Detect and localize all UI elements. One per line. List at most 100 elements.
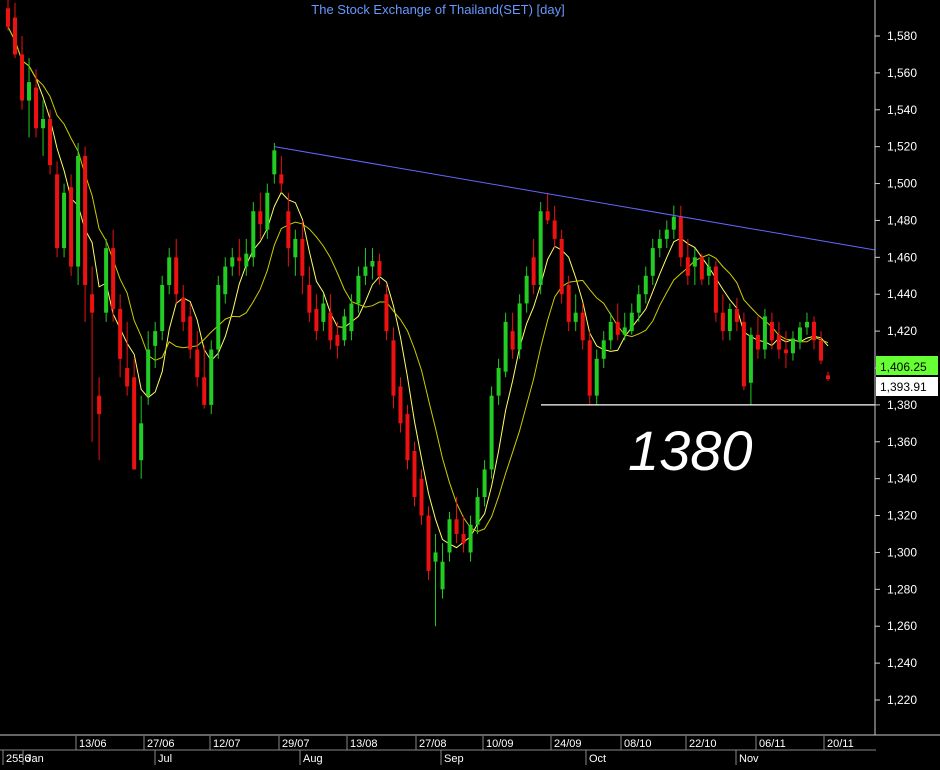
price-tick-label: 1,220 [887, 693, 917, 707]
candle-body [706, 266, 711, 276]
candle-body [160, 285, 165, 332]
date-tick-label: 13/06 [79, 738, 107, 750]
candle-body [573, 312, 578, 322]
candle-body [776, 334, 781, 350]
candle-body [223, 266, 228, 295]
price-tick-label: 1,360 [887, 435, 917, 449]
time-axis: 13/06 27/06 12/07 29/07 13/08 27/08 10/09 24/09… [2, 736, 854, 765]
candle-body [447, 519, 452, 553]
candle-body [55, 174, 60, 249]
candle-body [62, 192, 67, 249]
candle-body [622, 327, 627, 335]
ma-price-label: 1,393.91 [880, 380, 927, 394]
month-tick-label: Aug [303, 753, 323, 765]
candle-body [503, 321, 508, 372]
date-tick-label: 22/10 [689, 738, 717, 750]
candle-body [90, 294, 95, 313]
candle-body [391, 340, 396, 396]
candle-body [125, 368, 130, 387]
candle-body [132, 377, 137, 470]
candle-body [41, 119, 46, 129]
candle-body [608, 321, 613, 341]
candle-body [293, 238, 298, 258]
candle-body [251, 211, 256, 258]
candle-body [139, 423, 144, 461]
overlay-layer [274, 146, 876, 406]
candle-body [118, 308, 123, 359]
price-tick-label: 1,340 [887, 472, 917, 486]
candle-body [265, 192, 270, 230]
candle-body [370, 261, 375, 267]
candle-body [671, 216, 676, 230]
candle-body [657, 238, 662, 249]
candle-body [335, 334, 340, 346]
candle-body [349, 303, 354, 332]
candle-body [587, 340, 592, 396]
resistance-trendline [274, 146, 876, 251]
candle-body [6, 8, 10, 27]
candle-body [244, 253, 249, 267]
candle-body [510, 331, 515, 350]
candle-body [804, 321, 809, 328]
price-axis: 1,220 1,240 1,260 1,280 1,300 1,320 1,340 1,360… [875, 29, 917, 707]
candle-body [496, 368, 501, 396]
chart-title: The Stock Exchange of Thailand(SET) [day… [311, 2, 564, 17]
candle-body [20, 54, 25, 101]
candle-body [475, 497, 480, 525]
candle-body [111, 248, 116, 309]
candle-body [34, 87, 39, 129]
candle-body [307, 285, 312, 313]
candle-body [216, 285, 221, 350]
candle-body [230, 257, 235, 267]
candle-body [713, 266, 718, 313]
candle-body [482, 469, 487, 498]
candle-body [237, 257, 242, 262]
candle-body [818, 340, 823, 361]
candle-body [167, 257, 172, 285]
candle-body [314, 308, 319, 332]
candle-body [748, 334, 753, 383]
candle-body [76, 155, 81, 267]
candle-body [272, 150, 277, 175]
candle-body [188, 316, 193, 350]
price-tick-label: 1,520 [887, 140, 917, 154]
candle-body [538, 211, 543, 285]
candle-body [678, 216, 683, 258]
candle-layer [6, 0, 830, 627]
moving-average-layer [7, 26, 829, 549]
candle-body [826, 375, 830, 380]
candle-body [699, 257, 704, 280]
candle-body [636, 294, 641, 313]
price-tick-label: 1,380 [887, 398, 917, 412]
date-tick-label: 20/11 [827, 738, 854, 750]
candle-body [762, 316, 767, 350]
candle-body [405, 414, 410, 461]
candle-body [342, 316, 347, 341]
candle-body [692, 257, 697, 267]
candle-body [412, 451, 417, 498]
candle-body [755, 334, 760, 350]
candle-body [664, 229, 669, 239]
candle-body [727, 308, 732, 332]
price-tick-label: 1,460 [887, 250, 917, 264]
candle-body [97, 395, 102, 415]
candle-body [104, 248, 109, 313]
candle-body [720, 312, 725, 332]
price-tick-label: 1,320 [887, 509, 917, 523]
date-tick-label: 29/07 [282, 738, 310, 750]
price-tick-label: 1,580 [887, 29, 917, 43]
ma-fast-line [7, 26, 829, 549]
candle-body [566, 285, 571, 322]
candle-body [426, 515, 431, 571]
date-tick-label: 08/10 [624, 738, 652, 750]
candle-body [258, 211, 263, 225]
candle-body [454, 519, 459, 534]
candle-body [440, 561, 445, 590]
ma-price-box [876, 377, 938, 396]
month-tick-label: Jan [26, 753, 44, 765]
price-tick-label: 1,440 [887, 287, 917, 301]
candle-body [356, 275, 361, 304]
price-tick-label: 1,560 [887, 66, 917, 80]
candle-body [594, 358, 599, 396]
price-tick-label: 1,300 [887, 545, 917, 559]
